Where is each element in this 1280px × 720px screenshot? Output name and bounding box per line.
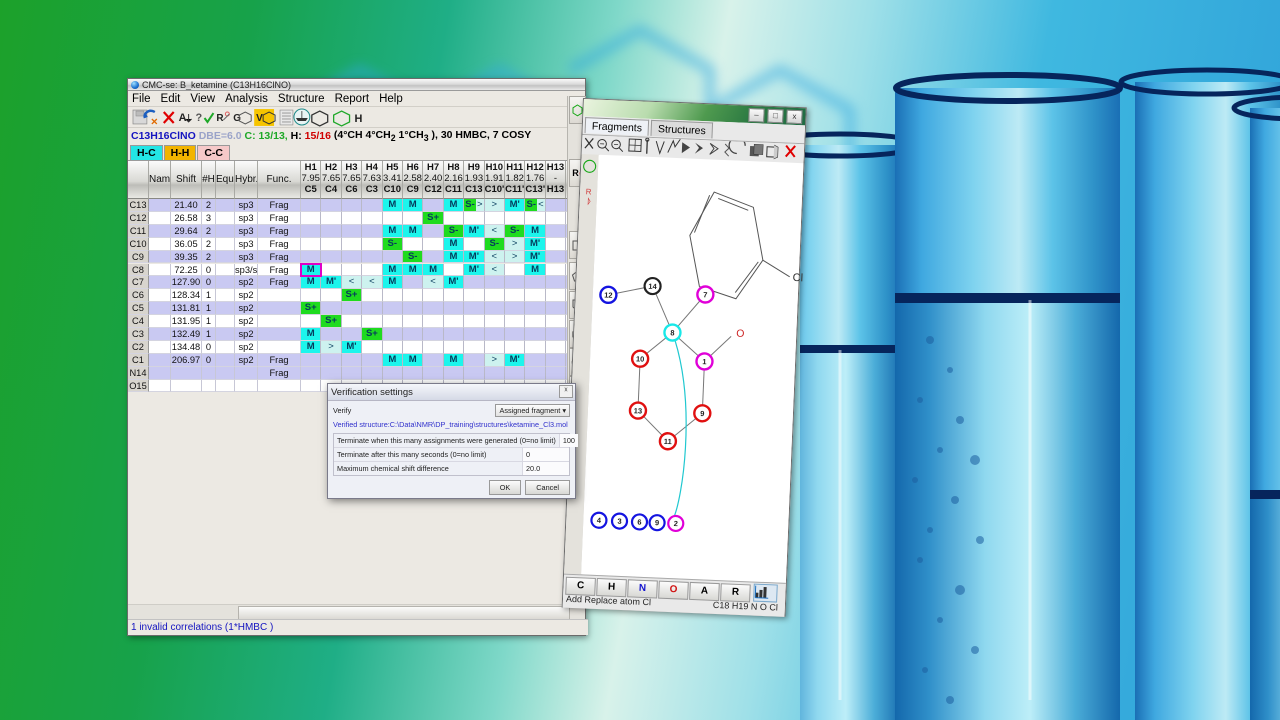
svg-text:6: 6 (637, 517, 642, 526)
svg-text:11: 11 (664, 437, 672, 446)
svg-text:A: A (179, 111, 187, 123)
svg-text:9: 9 (700, 409, 705, 418)
svg-text:?: ? (196, 111, 203, 123)
svg-text:12: 12 (604, 290, 613, 299)
svg-text:10: 10 (636, 354, 645, 363)
svg-text:R: R (216, 112, 223, 123)
svg-text:R: R (585, 187, 591, 196)
svg-text:H: H (355, 112, 363, 124)
svg-text:V: V (256, 112, 263, 123)
svg-text:14: 14 (648, 282, 658, 291)
svg-text:9: 9 (655, 518, 660, 527)
svg-text:2: 2 (673, 519, 678, 528)
svg-text:13: 13 (634, 406, 643, 415)
svg-text:O: O (736, 328, 745, 340)
svg-text:3: 3 (617, 517, 622, 526)
svg-text:8: 8 (670, 328, 675, 337)
svg-text:1: 1 (702, 357, 707, 366)
svg-text:7: 7 (703, 290, 708, 299)
svg-text:Cl: Cl (792, 272, 803, 284)
